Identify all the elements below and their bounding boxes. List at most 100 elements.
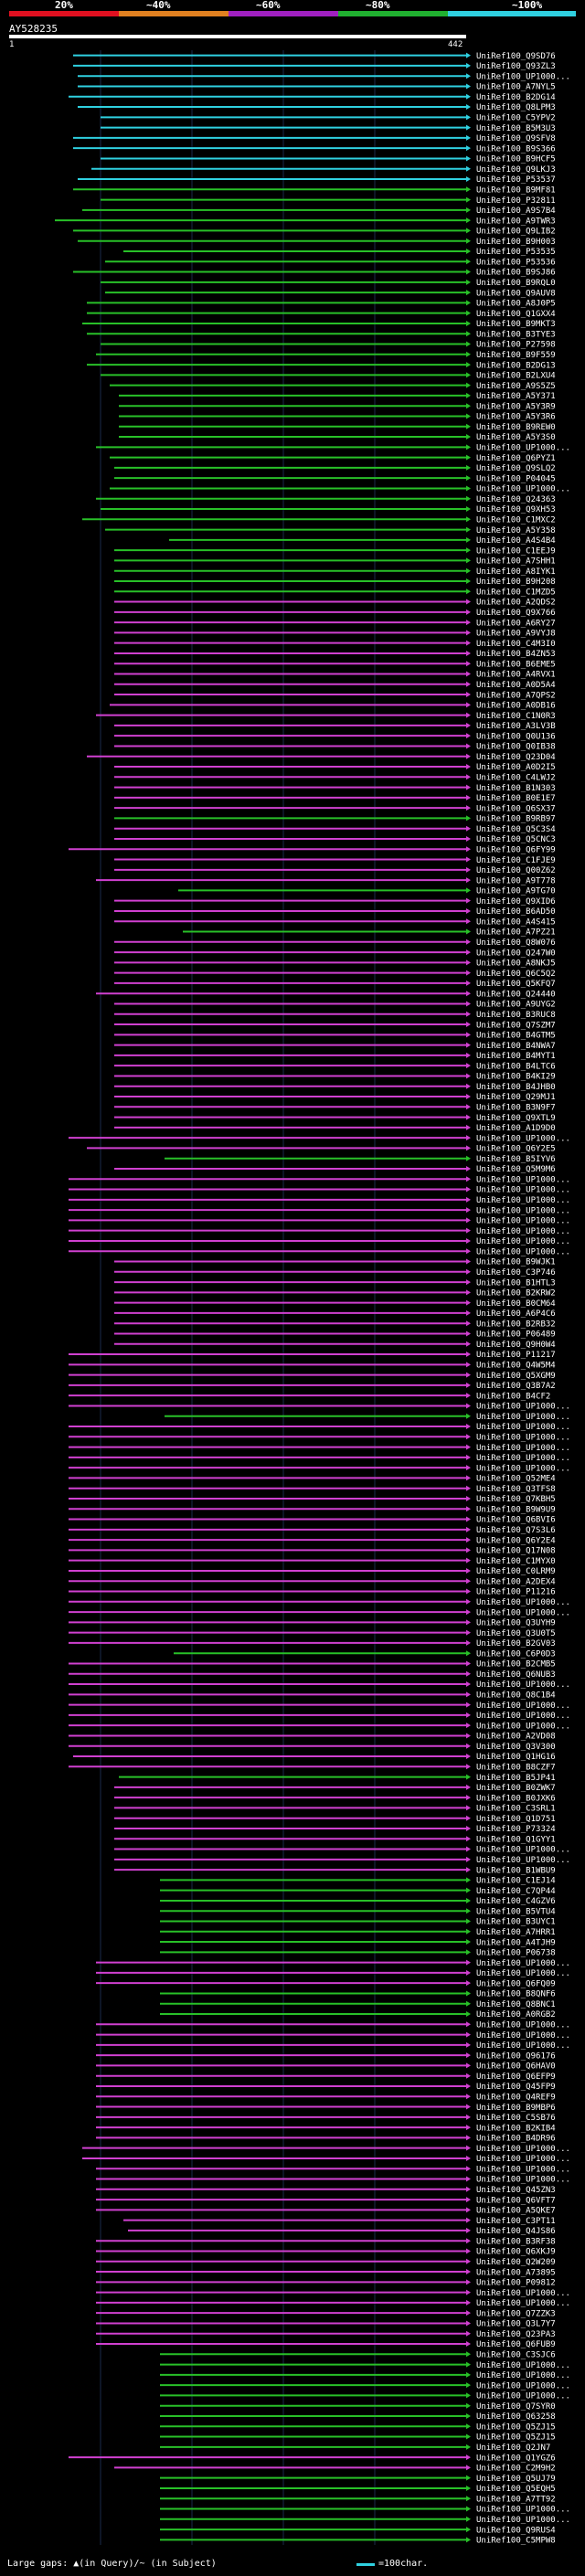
hit-id-link[interactable]: UniRef100_UP1000... [476, 1134, 570, 1143]
hit-id-link[interactable]: UniRef100_B2RB32 [476, 1320, 556, 1329]
hit-id-link[interactable]: UniRef100_UP1000... [476, 72, 570, 81]
hit-id-link[interactable]: UniRef100_UP1000... [476, 1247, 570, 1256]
hit-id-link[interactable]: UniRef100_C1N0R3 [476, 712, 556, 721]
hit-id-link[interactable]: UniRef100_UP1000... [476, 1444, 570, 1453]
hit-id-link[interactable]: UniRef100_UP1000... [476, 1217, 570, 1226]
hit-id-link[interactable]: UniRef100_Q1HG16 [476, 1753, 556, 1762]
hit-id-link[interactable]: UniRef100_B4DR96 [476, 2135, 556, 2144]
hit-id-link[interactable]: UniRef100_A4RVX1 [476, 671, 556, 680]
hit-id-link[interactable]: UniRef100_UP1000... [476, 1598, 570, 1607]
hit-id-link[interactable]: UniRef100_Q6FUB9 [476, 2340, 556, 2349]
hit-id-link[interactable]: UniRef100_B3UYC1 [476, 1918, 556, 1927]
hit-id-link[interactable]: UniRef100_C4M3I0 [476, 640, 556, 649]
hit-id-link[interactable]: UniRef100_B9H208 [476, 578, 556, 587]
hit-id-link[interactable]: UniRef100_B9SJ86 [476, 269, 556, 278]
hit-id-link[interactable]: UniRef100_B3RF38 [476, 2237, 556, 2246]
hit-id-link[interactable]: UniRef100_C7QP44 [476, 1887, 556, 1896]
hit-id-link[interactable]: UniRef100_Q00Z62 [476, 866, 556, 875]
hit-id-link[interactable]: UniRef100_Q24363 [476, 495, 556, 504]
hit-id-link[interactable]: UniRef100_B5IYV6 [476, 1155, 556, 1164]
hit-id-link[interactable]: UniRef100_P06489 [476, 1330, 556, 1340]
hit-id-link[interactable]: UniRef100_Q8W076 [476, 938, 556, 948]
hit-id-link[interactable]: UniRef100_Q1GXX4 [476, 310, 556, 319]
hit-id-link[interactable]: UniRef100_A7SHH1 [476, 557, 556, 567]
hit-id-link[interactable]: UniRef100_Q5EQH5 [476, 2485, 556, 2494]
hit-id-link[interactable]: UniRef100_A9S7B4 [476, 207, 556, 216]
hit-id-link[interactable]: UniRef100_Q7SZM7 [476, 1021, 556, 1030]
hit-id-link[interactable]: UniRef100_A2QDS2 [476, 599, 556, 608]
hit-id-link[interactable]: UniRef100_B8QNF6 [476, 1990, 556, 1999]
hit-id-link[interactable]: UniRef100_Q5ZJ15 [476, 2433, 556, 2443]
hit-id-link[interactable]: UniRef100_Q6C5Q2 [476, 970, 556, 979]
hit-id-link[interactable]: UniRef100_P53536 [476, 258, 556, 267]
hit-id-link[interactable]: UniRef100_Q29MJ1 [476, 1093, 556, 1102]
hit-id-link[interactable]: UniRef100_B2GV03 [476, 1639, 556, 1648]
hit-id-link[interactable]: UniRef100_UP1000... [476, 1237, 570, 1246]
hit-id-link[interactable]: UniRef100_UP1000... [476, 2299, 570, 2308]
hit-id-link[interactable]: UniRef100_Q9X766 [476, 609, 556, 618]
hit-id-link[interactable]: UniRef100_UP1000... [476, 1423, 570, 1432]
hit-id-link[interactable]: UniRef100_B3TYE3 [476, 330, 556, 339]
hit-id-link[interactable]: UniRef100_B9WJK1 [476, 1258, 556, 1267]
hit-id-link[interactable]: UniRef100_Q3L7Y7 [476, 2320, 556, 2329]
hit-id-link[interactable]: UniRef100_Q9SLQ2 [476, 464, 556, 473]
hit-id-link[interactable]: UniRef100_C2M9H2 [476, 2465, 556, 2474]
hit-id-link[interactable]: UniRef100_Q5UJ79 [476, 2475, 556, 2484]
hit-id-link[interactable]: UniRef100_Q3UYH9 [476, 1619, 556, 1628]
hit-id-link[interactable]: UniRef100_A5Y358 [476, 526, 556, 535]
hit-id-link[interactable]: UniRef100_Q1D751 [476, 1815, 556, 1824]
hit-id-link[interactable]: UniRef100_B1HTL3 [476, 1278, 556, 1288]
hit-id-link[interactable]: UniRef100_UP1000... [476, 2041, 570, 2051]
hit-id-link[interactable]: UniRef100_UP1000... [476, 485, 570, 494]
hit-id-link[interactable]: UniRef100_UP1000... [476, 2506, 570, 2515]
hit-id-link[interactable]: UniRef100_B2KRW2 [476, 1289, 556, 1299]
hit-id-link[interactable]: UniRef100_P11216 [476, 1588, 556, 1597]
hit-id-link[interactable]: UniRef100_C1MZD5 [476, 588, 556, 597]
hit-id-link[interactable]: UniRef100_B3RUC8 [476, 1011, 556, 1020]
hit-id-link[interactable]: UniRef100_B6AD50 [476, 907, 556, 917]
hit-id-link[interactable]: UniRef100_UP1000... [476, 1227, 570, 1236]
hit-id-link[interactable]: UniRef100_B0JXK6 [476, 1794, 556, 1803]
hit-id-link[interactable]: UniRef100_A0D2I5 [476, 763, 556, 772]
hit-id-link[interactable]: UniRef100_Q3TFS8 [476, 1485, 556, 1494]
hit-id-link[interactable]: UniRef100_A6RY27 [476, 619, 556, 628]
hit-id-link[interactable]: UniRef100_B4JHB0 [476, 1083, 556, 1092]
hit-id-link[interactable]: UniRef100_A7TT92 [476, 2495, 556, 2504]
hit-id-link[interactable]: UniRef100_Q6FQ09 [476, 1979, 556, 1988]
hit-id-link[interactable]: UniRef100_C1EEJ9 [476, 546, 556, 556]
hit-id-link[interactable]: UniRef100_A0RGB2 [476, 2010, 556, 2019]
hit-id-link[interactable]: UniRef100_Q9LKJ3 [476, 165, 556, 175]
hit-id-link[interactable]: UniRef100_Q6BVI6 [476, 1516, 556, 1525]
hit-id-link[interactable]: UniRef100_B9S366 [476, 144, 556, 154]
hit-id-link[interactable]: UniRef100_UP1000... [476, 1464, 570, 1473]
hit-id-link[interactable]: UniRef100_A7HRR1 [476, 1928, 556, 1937]
hit-id-link[interactable]: UniRef100_Q3U0T5 [476, 1629, 556, 1638]
hit-id-link[interactable]: UniRef100_C4GZV6 [476, 1897, 556, 1906]
hit-id-link[interactable]: UniRef100_UP1000... [476, 2145, 570, 2154]
hit-id-link[interactable]: UniRef100_B4MYT1 [476, 1052, 556, 1061]
hit-id-link[interactable]: UniRef100_UP1000... [476, 1413, 570, 1422]
hit-id-link[interactable]: UniRef100_UP1000... [476, 1608, 570, 1617]
hit-id-link[interactable]: UniRef100_A7NYL5 [476, 83, 556, 92]
hit-id-link[interactable]: UniRef100_UP1000... [476, 1186, 570, 1195]
hit-id-link[interactable]: UniRef100_Q9SD76 [476, 52, 556, 61]
hit-id-link[interactable]: UniRef100_A5Y3R9 [476, 402, 556, 411]
hit-id-link[interactable]: UniRef100_B9RB97 [476, 815, 556, 824]
hit-id-link[interactable]: UniRef100_A5Y3S0 [476, 433, 556, 442]
hit-id-link[interactable]: UniRef100_A5QKE7 [476, 2207, 556, 2216]
hit-id-link[interactable]: UniRef100_Q247W0 [476, 949, 556, 958]
hit-id-link[interactable]: UniRef100_Q7KBH5 [476, 1495, 556, 1504]
hit-id-link[interactable]: UniRef100_Q17N08 [476, 1547, 556, 1556]
hit-id-link[interactable]: UniRef100_UP1000... [476, 2155, 570, 2164]
hit-id-link[interactable]: UniRef100_A1D9D0 [476, 1124, 556, 1133]
hit-id-link[interactable]: UniRef100_Q6Y2E5 [476, 1145, 556, 1154]
hit-id-link[interactable]: UniRef100_A8NKJ5 [476, 959, 556, 969]
hit-id-link[interactable]: UniRef100_B0ZWK7 [476, 1784, 556, 1793]
hit-id-link[interactable]: UniRef100_Q4W5M4 [476, 1362, 556, 1371]
hit-id-link[interactable]: UniRef100_P09812 [476, 2279, 556, 2288]
hit-id-link[interactable]: UniRef100_A2DEX4 [476, 1577, 556, 1586]
hit-id-link[interactable]: UniRef100_UP1000... [476, 2289, 570, 2298]
hit-id-link[interactable]: UniRef100_Q8C1B4 [476, 1691, 556, 1701]
hit-id-link[interactable]: UniRef100_A8IYK1 [476, 567, 556, 577]
hit-id-link[interactable]: UniRef100_A6P4C6 [476, 1309, 556, 1319]
